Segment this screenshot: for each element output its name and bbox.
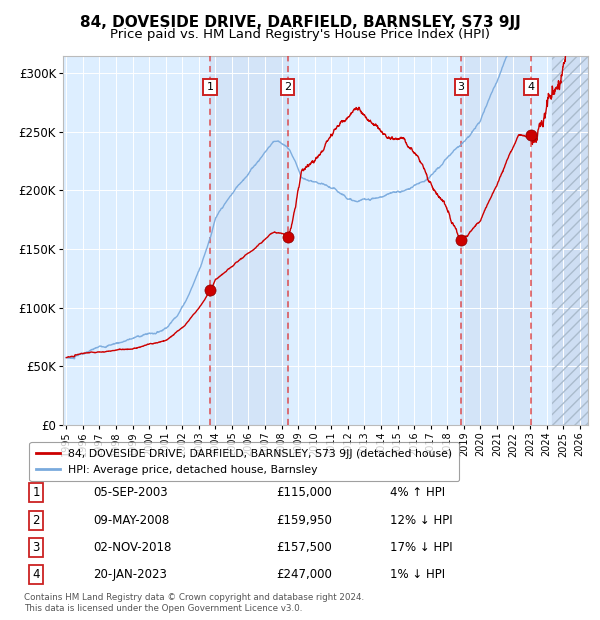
Text: 02-NOV-2018: 02-NOV-2018 — [93, 541, 172, 554]
Text: Contains HM Land Registry data © Crown copyright and database right 2024.
This d: Contains HM Land Registry data © Crown c… — [24, 593, 364, 613]
Text: 3: 3 — [32, 541, 40, 554]
Bar — [210, 56, 287, 425]
Text: 05-SEP-2003: 05-SEP-2003 — [93, 487, 167, 499]
Bar — [461, 56, 531, 425]
Text: 4: 4 — [32, 569, 40, 581]
Text: 09-MAY-2008: 09-MAY-2008 — [93, 514, 169, 526]
Text: 1: 1 — [206, 82, 214, 92]
Text: 2: 2 — [284, 82, 291, 92]
Legend: 84, DOVESIDE DRIVE, DARFIELD, BARNSLEY, S73 9JJ (detached house), HPI: Average p: 84, DOVESIDE DRIVE, DARFIELD, BARNSLEY, … — [29, 442, 459, 481]
Text: 3: 3 — [458, 82, 464, 92]
Text: 4: 4 — [527, 82, 535, 92]
Text: 1% ↓ HPI: 1% ↓ HPI — [390, 569, 445, 581]
Text: 2: 2 — [32, 514, 40, 526]
Text: Price paid vs. HM Land Registry's House Price Index (HPI): Price paid vs. HM Land Registry's House … — [110, 28, 490, 41]
Text: £159,950: £159,950 — [276, 514, 332, 526]
Bar — [551, 56, 588, 425]
Bar — [551, 56, 588, 425]
Text: 12% ↓ HPI: 12% ↓ HPI — [390, 514, 452, 526]
Text: 17% ↓ HPI: 17% ↓ HPI — [390, 541, 452, 554]
Text: £157,500: £157,500 — [276, 541, 332, 554]
Text: 20-JAN-2023: 20-JAN-2023 — [93, 569, 167, 581]
Text: £247,000: £247,000 — [276, 569, 332, 581]
Text: 4% ↑ HPI: 4% ↑ HPI — [390, 487, 445, 499]
Text: £115,000: £115,000 — [276, 487, 332, 499]
Text: 84, DOVESIDE DRIVE, DARFIELD, BARNSLEY, S73 9JJ: 84, DOVESIDE DRIVE, DARFIELD, BARNSLEY, … — [80, 16, 520, 30]
Text: 1: 1 — [32, 487, 40, 499]
